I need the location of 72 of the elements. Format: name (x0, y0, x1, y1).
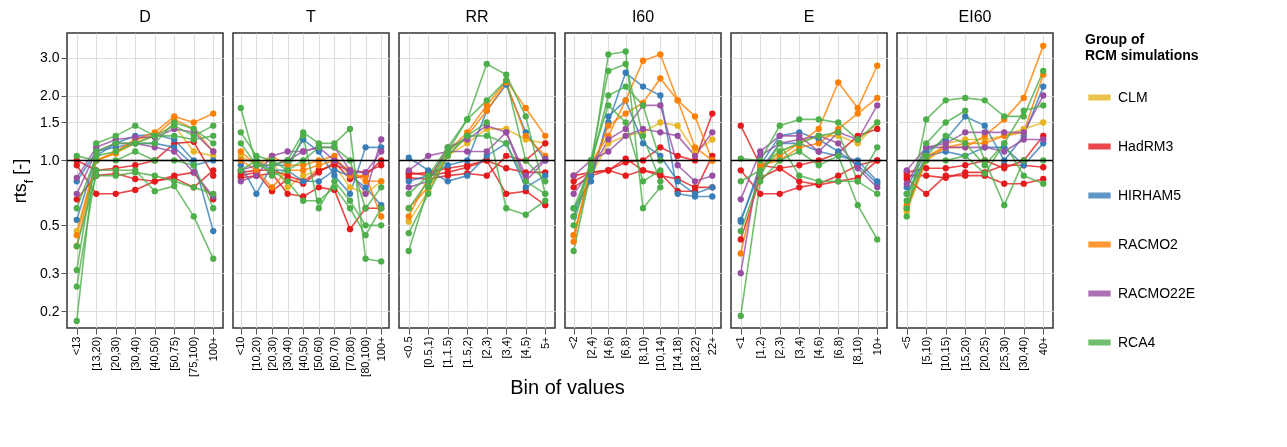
y-tick-label: 0.5 (40, 216, 60, 233)
y-tick-label: 0.2 (40, 302, 60, 319)
x-tick-label: [10,20) (249, 336, 262, 371)
x-axis-title: Bin of values (510, 375, 625, 398)
x-tick-label: 10+ (870, 336, 883, 356)
legend-title: Group of RCM simulations (1085, 31, 1199, 63)
y-tick-label: 1.0 (40, 151, 60, 168)
chart-title: RR (465, 8, 489, 25)
x-tick-label: <1 (734, 336, 747, 350)
chart-title: D (139, 8, 151, 25)
legend-label: RACMO2 (1118, 235, 1179, 252)
x-tick-label: [8,10) (636, 336, 649, 365)
legend-label: HIRHAM5 (1118, 186, 1182, 203)
chart-title: E (803, 8, 815, 25)
chart-title: T (306, 8, 317, 25)
x-tick-label: 5+ (538, 336, 551, 350)
x-tick-label: [18,22) (688, 336, 701, 371)
x-tick-label: [75,100) (187, 336, 200, 377)
x-tick-label: [2,4) (584, 336, 597, 359)
x-tick-label: [6,8) (831, 336, 844, 359)
x-tick-label: [20,30) (109, 336, 122, 371)
x-tick-label: <0.5 (402, 336, 415, 359)
legend-label: CLM (1118, 88, 1148, 105)
x-tick-label: [80,100) (359, 336, 372, 377)
x-tick-label: [0.5,1) (421, 336, 434, 368)
x-tick-label: [3,4) (792, 336, 805, 359)
y-tick-label: 2.0 (40, 87, 60, 104)
x-tick-label: [4,6) (601, 336, 614, 359)
x-tick-label: [4,5) (519, 336, 532, 359)
x-tick-label: <5 (900, 336, 913, 350)
y-tick-label: 1.5 (40, 113, 60, 130)
x-tick-label: [13,20) (89, 336, 102, 371)
x-tick-label: [3,4) (499, 336, 512, 359)
x-tick-label: 22+ (705, 336, 718, 356)
x-tick-label: 100+ (206, 336, 219, 362)
legend-label: RACMO22E (1118, 284, 1196, 301)
chart-title: EI60 (958, 8, 992, 25)
x-tick-label: [6,8) (619, 336, 632, 359)
x-tick-label: [60,70) (327, 336, 340, 371)
legend-label: HadRM3 (1118, 137, 1174, 154)
y-tick-label: 0.3 (40, 264, 60, 281)
x-tick-label: [2,3) (773, 336, 786, 359)
x-tick-label: [1,2) (753, 336, 766, 359)
x-tick-label: [10,15) (939, 336, 952, 371)
x-tick-label: [40,50) (296, 336, 309, 371)
x-tick-label: [50,75) (167, 336, 180, 371)
x-tick-label: [30,40) (128, 336, 141, 371)
x-tick-label: [30,40) (281, 336, 294, 371)
x-tick-label: 40+ (1036, 336, 1049, 356)
legend-label: RCA4 (1118, 333, 1156, 350)
x-tick-label: <2 (567, 336, 580, 350)
x-tick-label: [14,18) (671, 336, 684, 371)
x-tick-label: [40,50) (148, 336, 161, 371)
x-tick-label: [30,40) (1017, 336, 1030, 371)
x-tick-label: <10 (234, 336, 247, 356)
x-tick-label: [15,20) (958, 336, 971, 371)
x-tick-label: [5,10) (919, 336, 932, 365)
x-tick-label: [25,30) (997, 336, 1010, 371)
x-tick-label: [8,10) (851, 336, 864, 365)
x-tick-label: [1,1.5) (441, 336, 454, 368)
x-tick-label: [70,80) (343, 336, 356, 371)
x-tick-label: [10,14) (653, 336, 666, 371)
chart-title: I60 (631, 8, 655, 25)
y-tick-label: 3.0 (40, 49, 60, 66)
x-tick-label: [2,3) (480, 336, 493, 359)
x-tick-label: [20,30) (265, 336, 278, 371)
x-tick-label: [50,60) (312, 336, 325, 371)
x-tick-label: [1.5,2) (460, 336, 473, 368)
x-tick-label: 100+ (374, 336, 387, 362)
x-tick-label: <13 (70, 336, 83, 356)
x-tick-label: [20,25) (978, 336, 991, 371)
x-tick-label: [4,6) (812, 336, 825, 359)
